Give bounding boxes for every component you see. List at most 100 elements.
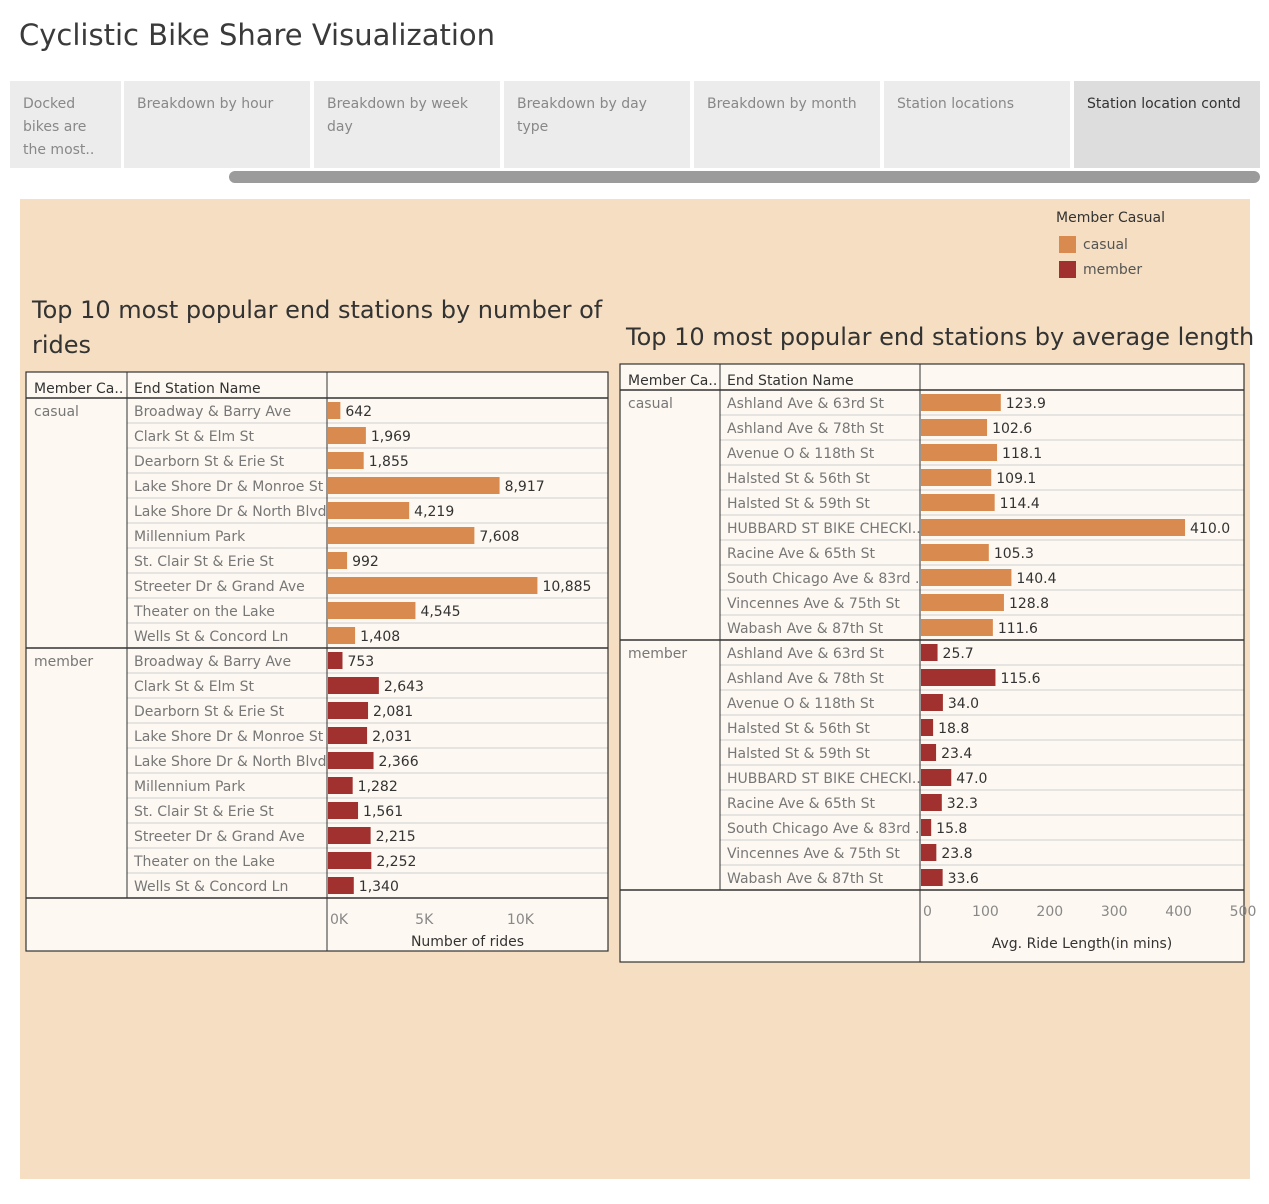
station-name: Wells St & Concord Ln — [134, 629, 288, 645]
data-label: 1,969 — [371, 429, 411, 445]
tab-breakdown-week-day[interactable]: Breakdown by week day — [314, 81, 500, 168]
station-name: Streeter Dr & Grand Ave — [134, 829, 305, 845]
bar — [328, 727, 368, 744]
station-name: Millennium Park — [134, 779, 246, 795]
tab-breakdown-day-type[interactable]: Breakdown by day type — [504, 81, 690, 168]
bar — [328, 402, 341, 419]
station-name: Wabash Ave & 87th St — [727, 871, 884, 887]
bar — [921, 794, 942, 811]
axis-label: Number of rides — [411, 934, 524, 950]
legend-swatch-member — [1059, 261, 1076, 278]
station-name: Lake Shore Dr & North Blvd — [134, 754, 327, 770]
tab-bar: Docked bikes are the most.. Breakdown by… — [10, 81, 1260, 168]
station-name: Wabash Ave & 87th St — [727, 621, 884, 637]
bar — [921, 519, 1186, 536]
data-label: 123.9 — [1006, 396, 1046, 412]
legend-swatch-casual — [1059, 236, 1076, 253]
bar — [921, 819, 932, 836]
axis-label: Avg. Ride Length(in mins) — [992, 936, 1173, 952]
data-label: 109.1 — [996, 471, 1036, 487]
data-label: 114.4 — [1000, 496, 1040, 512]
column-header-station: End Station Name — [134, 381, 261, 397]
data-label: 18.8 — [938, 721, 969, 737]
data-label: 2,252 — [376, 854, 416, 870]
station-name: St. Clair St & Erie St — [134, 554, 274, 570]
bar — [921, 719, 934, 736]
station-name: Theater on the Lake — [133, 854, 275, 870]
tab-label: Breakdown by week day — [327, 96, 468, 135]
station-name: Racine Ave & 65th St — [727, 796, 876, 812]
station-name: Lake Shore Dr & Monroe St — [134, 729, 324, 745]
group-label: casual — [628, 396, 673, 412]
legend-item-casual[interactable]: casual — [1056, 232, 1165, 257]
station-name: HUBBARD ST BIKE CHECKI.. — [727, 521, 921, 537]
bar — [921, 469, 992, 486]
bar — [328, 777, 353, 794]
station-name: Theater on the Lake — [133, 604, 275, 620]
data-label: 105.3 — [994, 546, 1034, 562]
tab-station-locations[interactable]: Station locations — [884, 81, 1070, 168]
bar — [328, 677, 379, 694]
column-header-member: Member Ca.. — [34, 381, 123, 397]
bar — [328, 527, 475, 544]
page-title: Cyclistic Bike Share Visualization — [19, 18, 496, 52]
bar — [328, 802, 359, 819]
station-name: HUBBARD ST BIKE CHECKI.. — [727, 771, 921, 787]
station-name: Avenue O & 118th St — [727, 696, 875, 712]
tick-label: 0K — [330, 912, 349, 928]
chart-title-length: Top 10 most popular end stations by aver… — [626, 323, 1255, 351]
bar — [921, 594, 1004, 611]
bar — [921, 769, 952, 786]
data-label: 1,855 — [369, 454, 409, 470]
station-name: Ashland Ave & 63rd St — [727, 396, 884, 412]
station-name: Halsted St & 56th St — [727, 471, 870, 487]
tab-station-location-contd[interactable]: Station location contd — [1074, 81, 1260, 168]
bar — [328, 577, 538, 594]
group-label: casual — [34, 404, 79, 420]
station-name: Broadway & Barry Ave — [134, 404, 291, 420]
tab-label: Station location contd — [1087, 96, 1241, 112]
bar — [921, 619, 993, 636]
station-name: Avenue O & 118th St — [727, 446, 875, 462]
bar — [328, 852, 372, 869]
station-name: Halsted St & 59th St — [727, 496, 870, 512]
station-name: Lake Shore Dr & Monroe St — [134, 479, 324, 495]
data-label: 410.0 — [1190, 521, 1230, 537]
legend-item-member[interactable]: member — [1056, 257, 1165, 282]
bar — [921, 844, 937, 861]
tab-docked-bikes[interactable]: Docked bikes are the most.. — [10, 81, 121, 168]
station-name: Halsted St & 59th St — [727, 746, 870, 762]
tab-breakdown-hour[interactable]: Breakdown by hour — [124, 81, 310, 168]
tab-label: Station locations — [897, 96, 1015, 112]
data-label: 128.8 — [1009, 596, 1049, 612]
chart-background — [26, 372, 608, 951]
bar — [921, 569, 1012, 586]
data-label: 115.6 — [1000, 671, 1040, 687]
data-label: 34.0 — [948, 696, 979, 712]
bar — [921, 444, 998, 461]
bar — [921, 669, 996, 686]
bar — [921, 494, 995, 511]
data-label: 140.4 — [1016, 571, 1056, 587]
data-label: 111.6 — [998, 621, 1038, 637]
bar — [921, 744, 937, 761]
data-label: 33.6 — [948, 871, 979, 887]
data-label: 25.7 — [943, 646, 974, 662]
legend-title: Member Casual — [1056, 210, 1166, 226]
bar — [921, 869, 943, 886]
data-label: 15.8 — [936, 821, 967, 837]
data-label: 2,215 — [376, 829, 416, 845]
tab-breakdown-month[interactable]: Breakdown by month — [694, 81, 880, 168]
station-name: Wells St & Concord Ln — [134, 879, 288, 895]
data-label: 2,081 — [373, 704, 413, 720]
station-name: Clark St & Elm St — [134, 429, 254, 445]
group-label: member — [628, 646, 687, 662]
bar — [328, 502, 410, 519]
bar — [328, 827, 371, 844]
data-label: 4,219 — [414, 504, 454, 520]
column-header-member: Member Ca.. — [628, 373, 717, 389]
bar — [328, 452, 364, 469]
tab-scrollbar[interactable] — [229, 171, 1260, 183]
bar — [921, 544, 989, 561]
station-name: Millennium Park — [134, 529, 246, 545]
